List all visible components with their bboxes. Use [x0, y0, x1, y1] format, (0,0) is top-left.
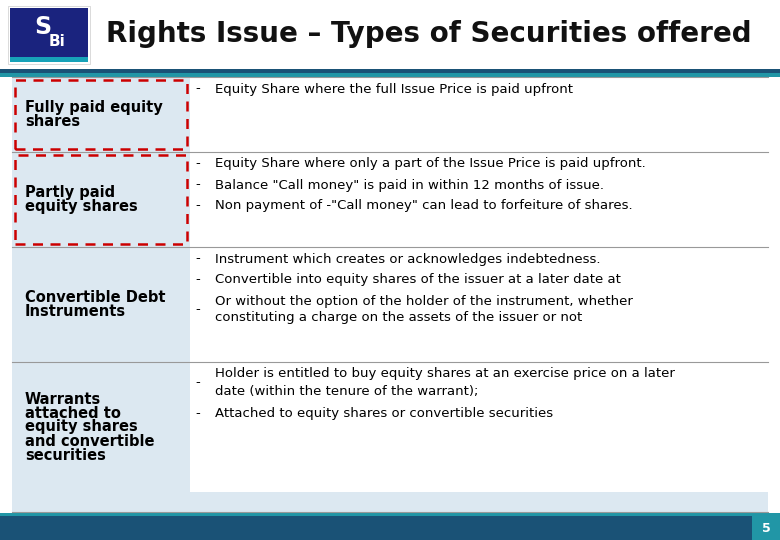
Text: equity shares: equity shares: [25, 420, 138, 435]
Text: Non payment of -"Call money" can lead to forfeiture of shares.: Non payment of -"Call money" can lead to…: [215, 199, 633, 213]
Bar: [8, 6, 90, 64]
Text: -: -: [195, 408, 200, 421]
Text: -: -: [195, 273, 200, 287]
Bar: [190, 247, 768, 362]
Text: date (within the tenure of the warrant);: date (within the tenure of the warrant);: [215, 384, 478, 397]
Text: attached to: attached to: [25, 406, 121, 421]
Bar: [0, 69, 780, 73]
Bar: [0, 73, 780, 77]
Text: -: -: [195, 303, 200, 316]
Text: Fully paid equity: Fully paid equity: [25, 100, 163, 115]
Text: Or without the option of the holder of the instrument, whether: Or without the option of the holder of t…: [215, 294, 633, 307]
Text: equity shares: equity shares: [25, 199, 138, 214]
Text: Holder is entitled to buy equity shares at an exercise price on a later: Holder is entitled to buy equity shares …: [215, 368, 675, 381]
Text: Equity Share where the full Issue Price is paid upfront: Equity Share where the full Issue Price …: [215, 83, 573, 96]
Bar: [0, 513, 780, 516]
Text: Balance "Call money" is paid in within 12 months of issue.: Balance "Call money" is paid in within 1…: [215, 179, 604, 192]
Bar: [190, 77, 768, 152]
Text: constituting a charge on the assets of the issuer or not: constituting a charge on the assets of t…: [215, 312, 582, 325]
Text: -: -: [195, 199, 200, 213]
Text: Instruments: Instruments: [25, 304, 126, 319]
Text: securities: securities: [25, 448, 106, 462]
Text: -: -: [195, 83, 200, 96]
Text: Bi: Bi: [48, 33, 66, 49]
Bar: [752, 516, 780, 540]
Bar: [190, 362, 768, 492]
Text: Equity Share where only a part of the Issue Price is paid upfront.: Equity Share where only a part of the Is…: [215, 158, 646, 171]
Text: Convertible Debt: Convertible Debt: [25, 290, 165, 305]
Bar: [10, 57, 88, 62]
Text: Rights Issue – Types of Securities offered: Rights Issue – Types of Securities offer…: [106, 20, 752, 48]
Text: Warrants: Warrants: [25, 392, 101, 407]
Bar: [0, 516, 780, 540]
Bar: [190, 152, 768, 247]
Text: -: -: [195, 376, 200, 389]
Bar: [10, 8, 88, 62]
Text: S: S: [34, 15, 51, 39]
Text: Partly paid: Partly paid: [25, 185, 115, 200]
Text: Instrument which creates or acknowledges indebtedness.: Instrument which creates or acknowledges…: [215, 253, 601, 266]
Text: and convertible: and convertible: [25, 434, 154, 449]
Text: -: -: [195, 179, 200, 192]
Text: 5: 5: [761, 522, 771, 535]
Text: shares: shares: [25, 114, 80, 129]
Text: -: -: [195, 158, 200, 171]
Bar: [12, 77, 768, 512]
Text: -: -: [195, 253, 200, 266]
Text: Convertible into equity shares of the issuer at a later date at: Convertible into equity shares of the is…: [215, 273, 621, 287]
Text: Attached to equity shares or convertible securities: Attached to equity shares or convertible…: [215, 408, 553, 421]
